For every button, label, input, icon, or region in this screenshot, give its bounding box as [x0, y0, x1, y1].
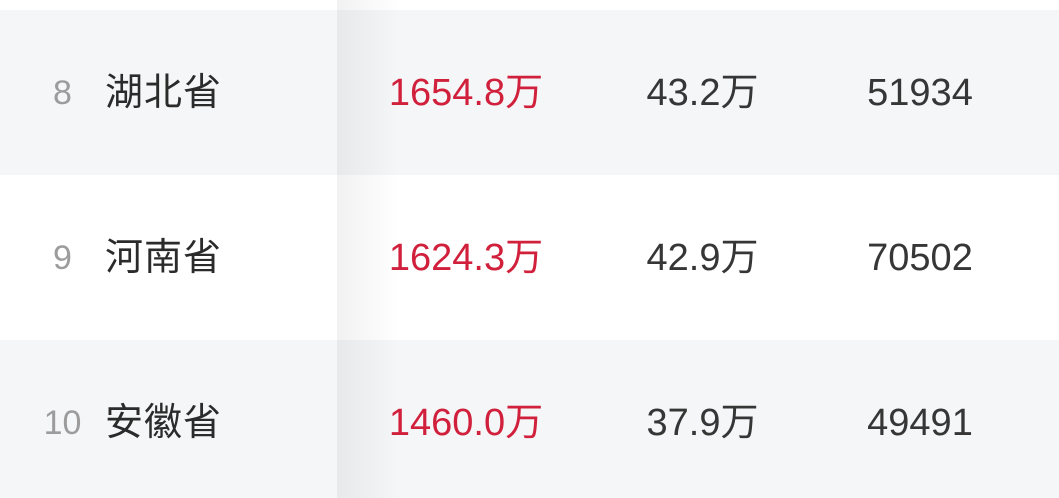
primary-value: 1460.0万 [388, 401, 544, 444]
third-value: 49491 [867, 401, 973, 444]
table-row[interactable]: 9 河南省 1624.3万 42.9万 70502 [0, 175, 1059, 340]
primary-value: 1624.3万 [388, 236, 544, 279]
rank-label: 10 [43, 403, 82, 442]
province-name: 湖北省 [105, 71, 223, 114]
rank-label: 9 [53, 238, 72, 277]
table-row[interactable]: 10 安徽省 1460.0万 37.9万 49491 [0, 340, 1059, 498]
third-value: 70502 [867, 236, 973, 279]
rank-label: 8 [53, 73, 72, 112]
primary-value: 1654.8万 [388, 71, 544, 114]
secondary-value: 43.2万 [646, 71, 759, 114]
table-row[interactable]: 8 湖北省 1654.8万 43.2万 51934 [0, 10, 1059, 175]
secondary-value: 37.9万 [646, 401, 759, 444]
province-name: 安徽省 [105, 401, 223, 444]
province-name: 河南省 [105, 236, 223, 279]
secondary-value: 42.9万 [646, 236, 759, 279]
table-row-partial-top [0, 0, 1059, 10]
third-value: 51934 [867, 71, 973, 114]
